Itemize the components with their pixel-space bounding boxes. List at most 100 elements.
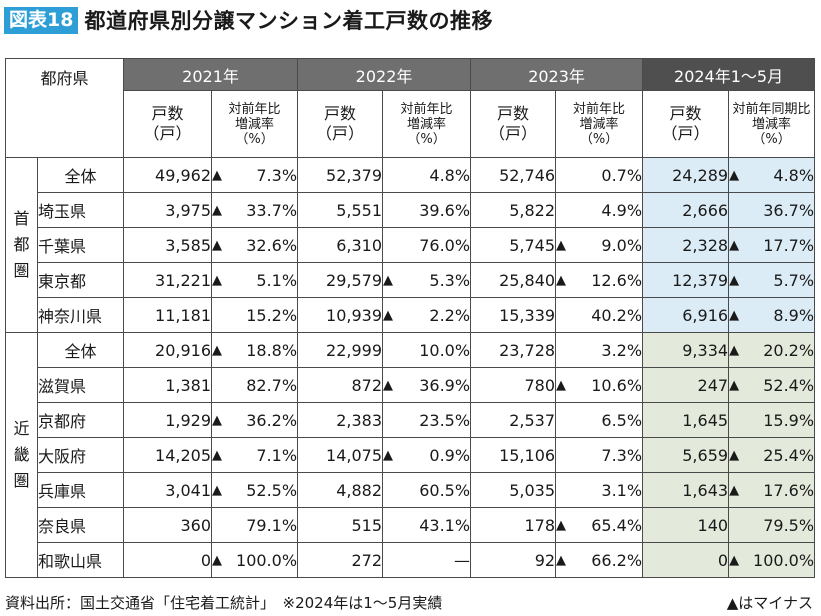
rate-value: 15.9% xyxy=(763,410,815,430)
rate-value: 10.6% xyxy=(591,375,643,395)
count-cell: 5,822 xyxy=(470,192,557,228)
rate-cell: ▲ 10.6% xyxy=(555,367,644,403)
corner-header: 都府県 xyxy=(4,58,125,158)
decrease-marker: ▲ xyxy=(212,342,223,358)
count-cell: 2,328 xyxy=(642,227,730,263)
count-cell: 5,659 xyxy=(642,437,730,473)
count-cell: 0 xyxy=(642,542,730,578)
count-cell: 11,181 xyxy=(123,297,213,333)
decrease-marker: ▲ xyxy=(212,552,223,568)
rate-value: 4.9% xyxy=(601,200,643,220)
rate-cell: ▲ 7.1% xyxy=(211,437,299,473)
decrease-marker: ▲ xyxy=(729,307,740,323)
rate-cell: 15.2% xyxy=(211,297,299,333)
decrease-marker: ▲ xyxy=(556,377,567,393)
rate-value: 7.1% xyxy=(256,445,298,465)
count-cell: 24,289 xyxy=(642,157,730,193)
rate-value: 12.6% xyxy=(591,270,643,290)
count-cell: 178 xyxy=(470,507,557,543)
year-header: 2022年 xyxy=(297,58,472,91)
count-cell: 31,221 xyxy=(123,262,213,298)
rate-value: 9.0% xyxy=(601,235,643,255)
rate-cell: 0.7% xyxy=(555,157,644,193)
count-header-line: 戸数 xyxy=(497,104,530,123)
rate-header-line: （%） xyxy=(752,131,791,147)
decrease-marker: ▲ xyxy=(729,377,740,393)
count-cell: 5,035 xyxy=(470,472,557,508)
stats-table: 都府県 2021年 2022年 2023年 2024年1～5月 戸数 （戸） 対前年… xyxy=(4,58,816,578)
count-cell: 247 xyxy=(642,367,730,403)
rate-value: 79.1% xyxy=(246,515,298,535)
rate-header-line: 増減率 xyxy=(752,116,792,132)
table-row: 奈良県 360 79.1% 515 43.1% 178 ▲ 65.4% 140 79.5% xyxy=(6,507,816,543)
rate-value: 5.3% xyxy=(429,270,471,290)
count-cell: 5,745 xyxy=(470,227,557,263)
rate-value: 3.1% xyxy=(601,480,643,500)
decrease-marker: ▲ xyxy=(383,377,394,393)
table-row: 京都府 1,929 ▲ 36.2% 2,383 23.5% 2,537 6.5% 1,645 15… xyxy=(6,402,816,438)
rate-cell: — xyxy=(382,542,472,578)
count-header-line: 戸数 xyxy=(669,104,702,123)
decrease-marker: ▲ xyxy=(383,307,394,323)
rate-value: 82.7% xyxy=(246,375,298,395)
rate-cell: ▲ 66.2% xyxy=(555,542,644,578)
count-cell: 14,075 xyxy=(297,437,384,473)
rate-value: 23.5% xyxy=(419,410,471,430)
pref-name: 千葉県 xyxy=(36,227,125,263)
count-cell: 12,379 xyxy=(642,262,730,298)
count-cell: 14,205 xyxy=(123,437,213,473)
legend-note: ▲はマイナス xyxy=(726,594,813,612)
rate-value: 6.5% xyxy=(601,410,643,430)
count-cell: 22,999 xyxy=(297,332,384,368)
rate-value: 60.5% xyxy=(419,480,471,500)
rate-cell: ▲ 8.9% xyxy=(728,297,816,333)
rate-cell: 3.2% xyxy=(555,332,644,368)
rate-cell: 6.5% xyxy=(555,402,644,438)
count-header: 戸数 （戸） xyxy=(123,90,213,158)
decrease-marker: ▲ xyxy=(212,202,223,218)
rate-value: 5.7% xyxy=(773,270,815,290)
rate-cell: ▲ 2.2% xyxy=(382,297,472,333)
rate-cell: 4.9% xyxy=(555,192,644,228)
count-cell: 3,041 xyxy=(123,472,213,508)
count-cell: 6,310 xyxy=(297,227,384,263)
count-cell: 2,383 xyxy=(297,402,384,438)
count-cell: 1,645 xyxy=(642,402,730,438)
count-cell: 23,728 xyxy=(470,332,557,368)
rate-value: 33.7% xyxy=(246,200,298,220)
year-header: 2023年 xyxy=(470,58,644,91)
pref-name: 兵庫県 xyxy=(36,472,125,508)
year-header: 2021年 xyxy=(123,58,299,91)
rate-cell: ▲ 4.8% xyxy=(728,157,816,193)
rate-cell: ▲ 17.7% xyxy=(728,227,816,263)
rate-cell: ▲ 100.0% xyxy=(728,542,816,578)
rate-header: 対前年比 増減率 （%） xyxy=(211,90,299,158)
rate-value: 17.6% xyxy=(763,480,815,500)
count-cell: 15,339 xyxy=(470,297,557,333)
decrease-marker: ▲ xyxy=(729,237,740,253)
table-row: 和歌山県 0 ▲ 100.0% 272—92 ▲ 66.2% 0 ▲ 100.0% xyxy=(6,542,816,578)
count-cell: 872 xyxy=(297,367,384,403)
pref-name: 京都府 xyxy=(36,402,125,438)
table-row: 千葉県 3,585 ▲ 32.6% 6,310 76.0% 5,745 ▲ 9.0% 2,328 ▲… xyxy=(6,227,816,263)
count-cell: 0 xyxy=(123,542,213,578)
count-cell: 29,579 xyxy=(297,262,384,298)
rate-header: 対前年比 増減率 （%） xyxy=(382,90,472,158)
count-cell: 2,666 xyxy=(642,192,730,228)
rate-cell: 76.0% xyxy=(382,227,472,263)
rate-cell: ▲ 100.0% xyxy=(211,542,299,578)
rate-cell: ▲ 0.9% xyxy=(382,437,472,473)
count-cell: 515 xyxy=(297,507,384,543)
count-header-line: （戸） xyxy=(489,124,538,143)
count-header: 戸数 （戸） xyxy=(642,90,730,158)
rate-header-line: 対前年比 xyxy=(400,101,453,117)
decrease-marker: ▲ xyxy=(729,272,740,288)
decrease-marker: ▲ xyxy=(212,272,223,288)
rate-value: 76.0% xyxy=(419,235,471,255)
decrease-marker: ▲ xyxy=(556,272,567,288)
count-cell: 52,746 xyxy=(470,157,557,193)
rate-header: 対前年比 増減率 （%） xyxy=(555,90,644,158)
count-cell: 272 xyxy=(297,542,384,578)
count-cell: 2,537 xyxy=(470,402,557,438)
rate-value: 7.3% xyxy=(256,165,298,185)
